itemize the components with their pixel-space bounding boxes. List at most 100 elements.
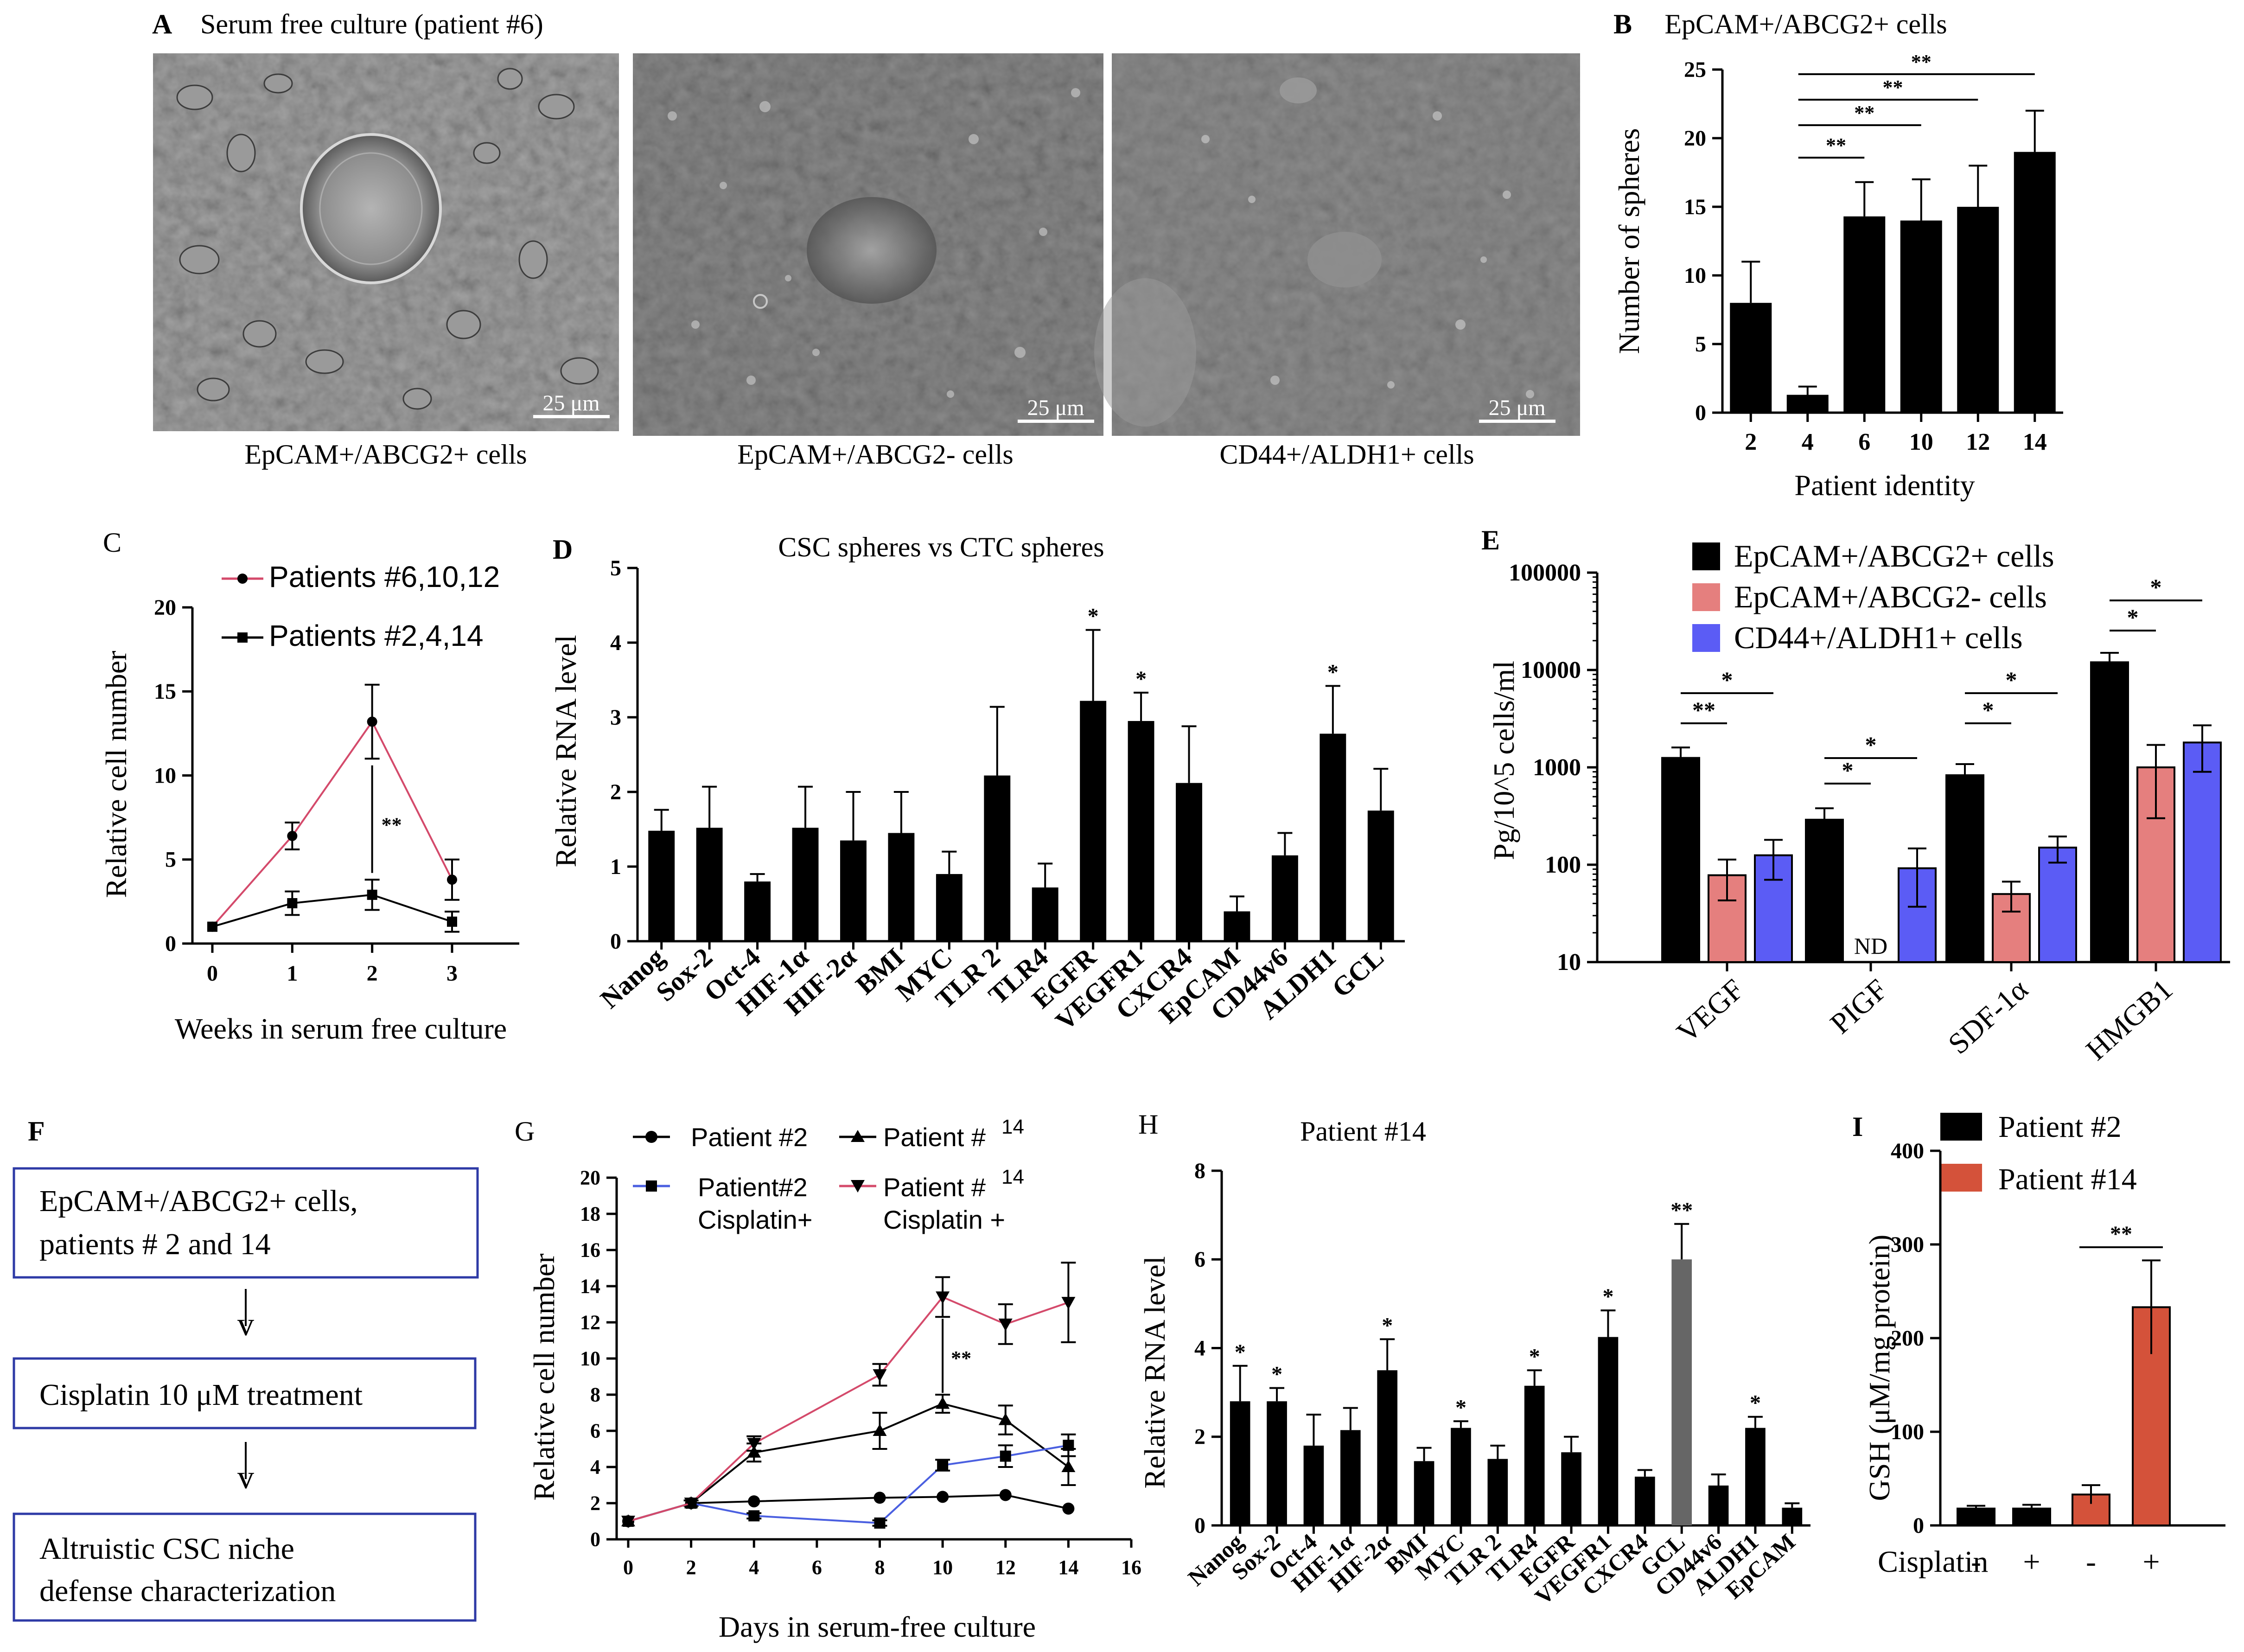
e-bar [2136,766,2175,963]
b-significance-label: ** [1911,51,1932,73]
h-plot-ytick-label: 4 [1194,1336,1205,1360]
e-xtick-label: VEGF [1670,973,1750,1049]
panel-a-letter: A [152,9,172,39]
scalebar-label-2: 25 μm [1027,395,1084,420]
e-significance-label: * [2150,574,2162,600]
g-point [874,1517,886,1529]
e-significance-label: ** [1692,697,1715,723]
g-point [1063,1440,1074,1451]
i-xtick-label: + [2023,1545,2040,1579]
legend-e-series-1: EpCAM+/ABCG2+ cells [1734,538,2054,574]
d-plot-bar [1080,701,1107,941]
g-point [937,1491,949,1503]
h-plot-bar [1230,1401,1250,1525]
e-bar [1945,774,1984,963]
b-bar [1843,216,1886,413]
panel-f-letter: F [28,1116,45,1147]
i-significance-label: ** [2110,1222,2132,1246]
i-xtick-label: - [2086,1545,2096,1579]
g-point [998,1318,1013,1331]
g-point [873,1492,886,1504]
flow-arrow-1: v [237,1306,254,1343]
g-xtick-label: 6 [812,1556,822,1579]
b-ytick-label: 5 [1695,332,1706,357]
panel-e-letter: E [1481,525,1500,555]
d-plot-ytick-label: 3 [610,705,621,730]
h-plot-bar [1267,1401,1287,1525]
d-plot-star: * [1135,667,1147,691]
d-plot-star: * [1327,660,1339,684]
e-ytick-label: 100000 [1509,560,1581,586]
legend-g-3-line2: Cisplatin+ [698,1205,812,1234]
flow-box-2 [13,1357,477,1429]
flow-box-3-line-1: Altruistic CSC niche [39,1532,294,1566]
h-plot-bar [1414,1461,1434,1525]
c-xtick-label: 1 [287,961,298,986]
legend-g-3: Patient#2 [698,1173,808,1202]
panel-h: H Patient #14 Relative RNA level 02468*N… [1138,1109,1810,1610]
legend-g-2-sup: 14 [1001,1116,1024,1138]
d-plot-xtick-label: Sox-2 [650,942,718,1007]
b-significance-label: ** [1854,102,1874,124]
g-ytick-label: 6 [590,1420,600,1442]
panel-d: D CSC spheres vs CTC spheres Relative RN… [549,532,1405,1036]
c-series-line [211,720,453,928]
d-plot-ytick-label: 4 [610,631,621,655]
g-point [873,1369,887,1382]
panel-c-legend: Patients #6,10,12 Patients #2,4,14 [222,560,500,652]
h-plot-star: * [1750,1391,1761,1416]
micrograph-3-caption: CD44+/ALDH1+ cells [1219,439,1474,470]
g-xtick-label: 0 [623,1556,633,1579]
e-bar [1805,818,1844,963]
panel-g-ylabel: Relative cell number [528,1253,561,1500]
g-point [684,1498,698,1510]
b-xtick-label: 14 [2023,429,2047,455]
g-point [936,1291,950,1304]
h-plot-ytick-label: 8 [1194,1159,1205,1183]
legend-e-series-3: CD44+/ALDH1+ cells [1734,620,2023,655]
d-plot-bar [696,828,723,941]
e-significance-label: * [1721,667,1733,693]
panel-d-ylabel: Relative RNA level [549,635,582,867]
g-annotation: ** [951,1347,971,1370]
g-xtick-label: 16 [1121,1556,1141,1579]
panel-b-letter: B [1613,9,1632,39]
h-plot-bar [1487,1459,1508,1525]
g-point [998,1413,1013,1425]
panel-a: A Serum free culture (patient #6) 25 μm … [152,9,1580,470]
panel-e-ylabel: Pg/10^5 cells/ml [1487,661,1520,860]
e-nd-label: ND [1854,933,1887,959]
b-xtick-label: 6 [1858,429,1870,455]
flow-box-1-line-2: patients # 2 and 14 [39,1227,271,1261]
panel-a-title: Serum free culture (patient #6) [200,9,543,39]
legend-e-series-2: EpCAM+/ABCG2- cells [1734,579,2047,614]
d-plot-bar [984,775,1011,941]
b-bar [1786,395,1829,413]
i-xtick-label: + [2142,1545,2160,1579]
e-bar [2090,661,2129,963]
h-plot-bar [1303,1445,1324,1525]
panel-g-xlabel: Days in serum-free culture [719,1610,1036,1643]
g-xtick-label: 4 [749,1556,759,1579]
h-plot-bar [1708,1485,1729,1525]
g-xtick-label: 14 [1058,1556,1078,1579]
i-xtick-label: - [1971,1545,1981,1579]
flow-box-3 [13,1512,477,1622]
h-plot-ytick-label: 0 [1194,1513,1205,1538]
d-plot-bar [648,830,675,941]
h-plot-bar [1451,1428,1471,1525]
d-plot-ytick-label: 0 [610,929,621,954]
panel-e: E Pg/10^5 cells/ml EpCAM+/ABCG2+ cells E… [1481,525,2230,1066]
h-plot-star: ** [1670,1198,1693,1223]
flow-arrow-2: v [237,1459,254,1496]
micrograph-2-caption: EpCAM+/ABCG2- cells [737,439,1014,470]
g-ytick-label: 4 [590,1456,600,1479]
e-xtick-label: HMGB1 [2079,973,2179,1067]
e-xtick-label: SDF-1α [1942,973,2034,1060]
c-ytick-label: 15 [154,679,176,704]
d-plot-bar [936,874,963,941]
g-xtick-label: 12 [995,1556,1016,1579]
h-plot-bar [1634,1476,1655,1525]
h-plot-bar [1340,1430,1361,1525]
